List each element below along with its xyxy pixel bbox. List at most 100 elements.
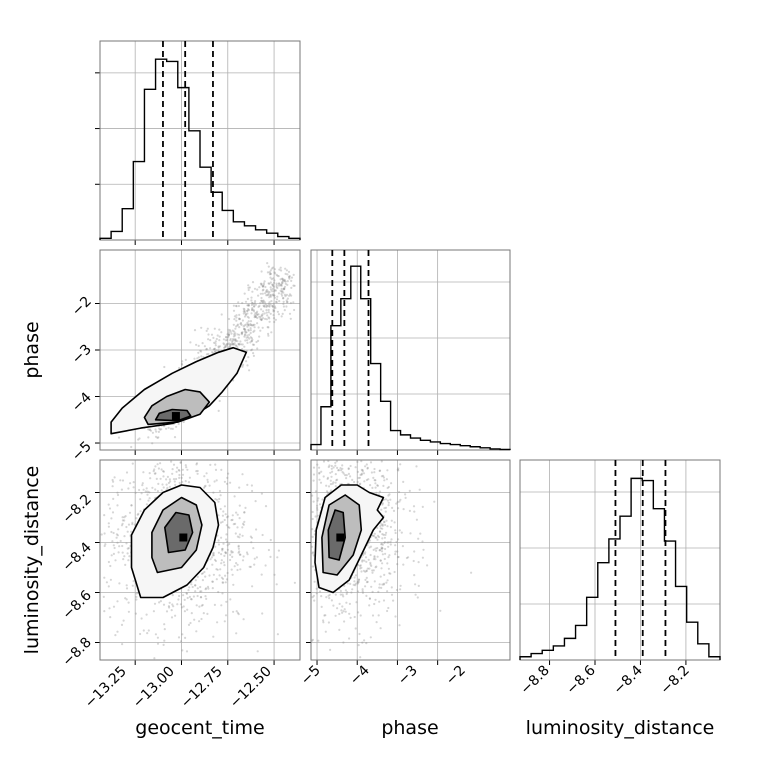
scatter-point [224,581,227,584]
scatter-point [343,620,346,623]
scatter-point [148,428,151,431]
scatter-point [130,504,133,507]
scatter-point [103,514,106,517]
scatter-point [204,484,207,487]
scatter-point [408,509,411,512]
scatter-point [194,584,197,587]
scatter-point [261,292,264,295]
scatter-point [318,503,322,506]
scatter-point [247,323,250,326]
scatter-point [375,549,378,552]
scatter-point [227,525,230,529]
scatter-point [194,579,197,582]
scatter-point [278,282,281,285]
scatter-point [115,536,118,539]
scatter-point [110,554,113,557]
scatter-point [116,491,119,494]
scatter-point [134,491,137,494]
scatter-point [368,604,371,607]
scatter-point [121,516,124,519]
scatter-point [330,599,333,602]
scatter-point [380,523,383,527]
scatter-point [252,352,255,355]
scatter-point [287,275,291,278]
scatter-point [228,346,231,349]
scatter-point [247,320,250,323]
xtick-labels-luminosity-distance: −8.8 −8.6 −8.4 −8.2 [517,662,692,697]
scatter-point [231,551,234,554]
scatter-point [418,488,421,491]
scatter-point [178,481,181,484]
scatter-point [322,621,325,624]
scatter-point [387,556,390,559]
scatter-point [378,469,382,472]
scatter-point [247,328,250,331]
scatter-point [269,288,273,291]
scatter-point [243,335,246,338]
scatter-point [178,469,181,472]
scatter-point [269,294,272,297]
scatter-point [288,276,291,279]
scatter-point [244,312,247,316]
scatter-point [263,305,266,308]
scatter-point [131,584,134,587]
scatter-point [130,530,133,533]
scatter-point [249,336,252,339]
scatter-point [335,479,338,482]
scatter-point [178,476,181,479]
scatter-point [277,313,280,316]
scatter-point [269,555,272,559]
scatter-point [207,587,210,590]
scatter-point [277,275,280,278]
scatter-point [334,481,337,484]
scatter-point [224,335,228,339]
scatter-point [383,507,386,510]
scatter-point [107,503,110,506]
panel-frame [519,459,721,661]
scatter-point [386,579,389,582]
scatter-point [177,468,180,472]
scatter-point [206,480,209,484]
scatter-point [381,553,384,556]
scatter-point [220,576,223,579]
scatter-point [184,464,187,467]
scatter-point [162,643,165,647]
scatter-point [267,548,270,552]
scatter-point [387,494,390,497]
scatter-point [196,357,199,360]
scatter-point [212,552,215,555]
scatter-point [227,328,230,331]
scatter-point [195,343,198,346]
scatter-point [121,522,124,525]
scatter-point [270,278,273,281]
scatter-point [283,287,286,290]
scatter-point [360,468,363,471]
scatter-point [190,583,193,586]
scatter-point [223,505,226,508]
scatter-point [231,342,234,345]
scatter-point [225,344,228,347]
scatter-point [354,584,357,587]
scatter-point [359,567,362,570]
scatter-point [259,282,262,285]
scatter-point [250,484,253,487]
scatter-point [396,501,399,504]
scatter-point [269,295,272,298]
scatter-point [272,314,275,317]
scatter-point [218,339,221,342]
scatter-point [356,460,359,463]
scatter-point [199,585,202,589]
scatter-point [232,335,235,338]
scatter-point [243,328,246,331]
scatter-point [262,299,265,302]
scatter-point [213,350,216,353]
scatter-point [388,572,391,575]
scatter-point [381,543,384,546]
scatter-point [358,564,362,568]
scatter-point [259,302,262,305]
scatter-point [206,612,209,616]
scatter-point [136,513,139,516]
scatter-point [225,524,228,527]
scatter-point [243,345,246,348]
scatter-point [179,603,182,606]
